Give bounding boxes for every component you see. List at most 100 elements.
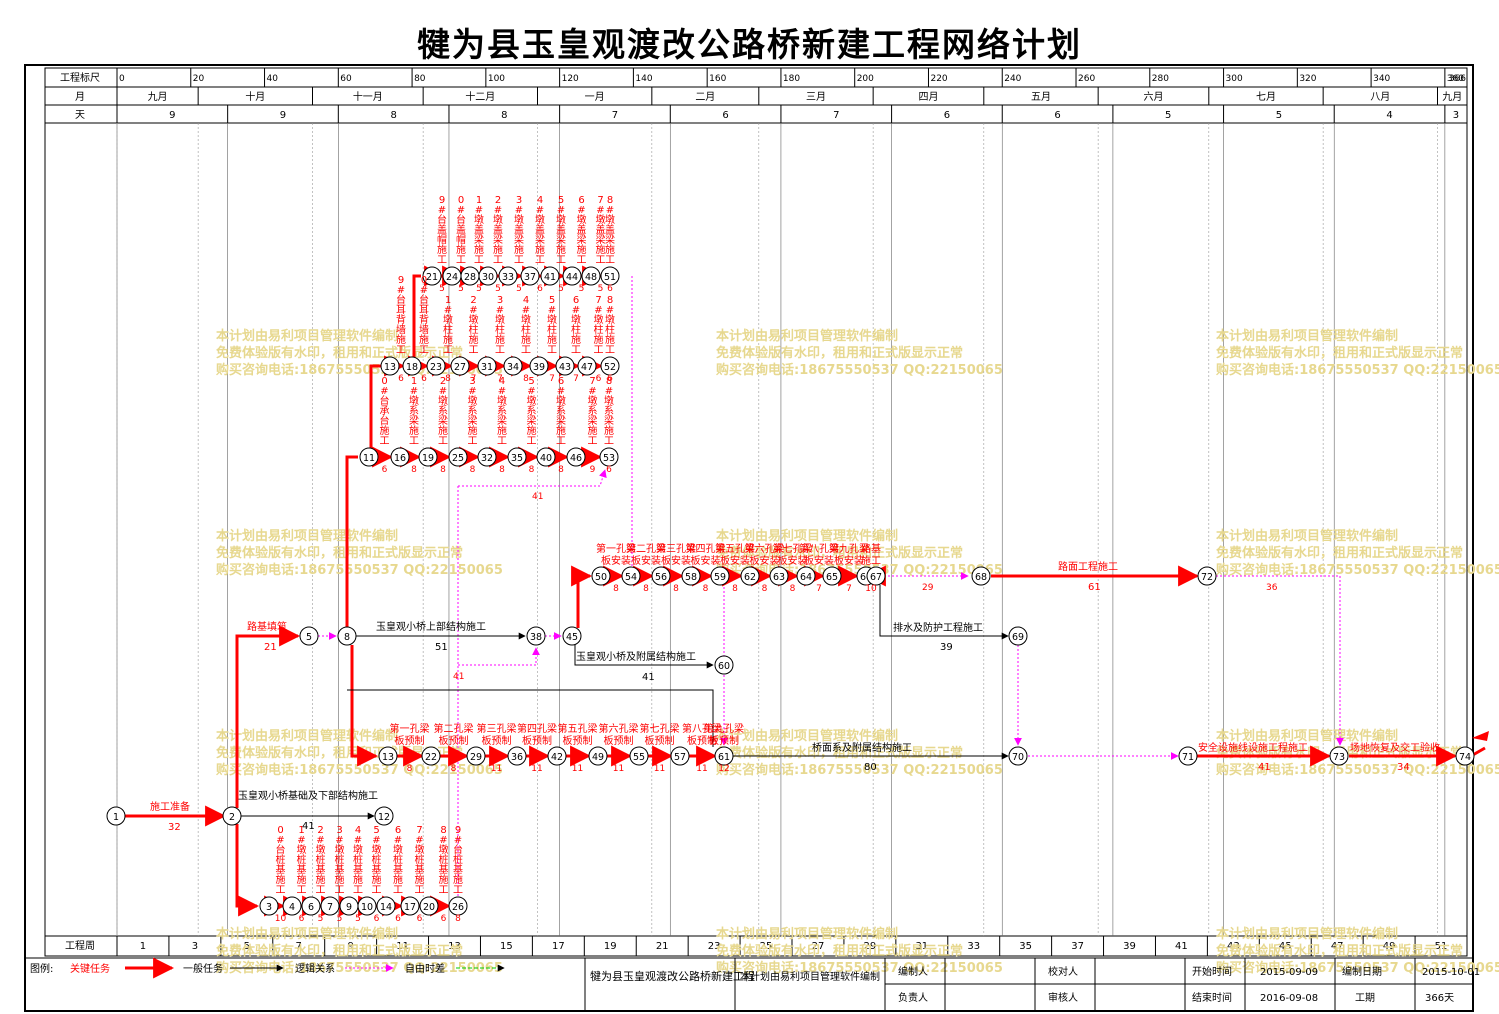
scale-tick-label: 260 xyxy=(1078,74,1095,84)
task-label: 板安装 xyxy=(631,554,661,567)
task-label-char: # xyxy=(527,386,535,397)
watermark-text: 购买咨询电话:18675550537 QQ:22150065 xyxy=(1216,562,1499,578)
footer-start-date: 2015-09-09 xyxy=(1260,967,1318,978)
task-duration: 6 xyxy=(417,914,423,924)
task-label-char: 墩 xyxy=(297,843,307,856)
task-label-char: 施 xyxy=(396,333,406,346)
task-duration: 7 xyxy=(816,584,822,594)
task-label-char: 墩 xyxy=(439,843,449,856)
task-label-char: 梁 xyxy=(409,414,419,427)
event-node xyxy=(581,266,601,286)
watermark-text: 购买咨询电话:18675550537 QQ:22150065 xyxy=(216,762,503,778)
task-duration: 6 xyxy=(441,914,447,924)
task-label-char: 5 xyxy=(558,195,564,206)
task-label-char: 1 xyxy=(411,376,417,387)
task-label-char: 施 xyxy=(605,243,615,256)
task-label-char: 梁 xyxy=(605,233,615,246)
task-duration: 8 xyxy=(529,465,535,475)
task-label-char: 台 xyxy=(419,293,429,306)
task-label-char: 施 xyxy=(493,243,503,256)
task-duration: 8 xyxy=(499,465,505,475)
task-label-char: 工 xyxy=(605,255,615,266)
task-label-char: 墩 xyxy=(571,313,581,326)
day-label: 4 xyxy=(1386,110,1392,121)
critical-arrow xyxy=(235,625,301,808)
scale-row-label: 工程标尺 xyxy=(60,72,100,84)
event-node-number: 60 xyxy=(718,661,730,672)
task-duration: 6 xyxy=(606,465,612,475)
event-node xyxy=(378,746,398,766)
task-label-char: # xyxy=(354,835,362,846)
day-row-label: 天 xyxy=(75,110,85,121)
event-node xyxy=(222,806,242,826)
task-label-char: 墩 xyxy=(514,213,524,226)
task-label-char: # xyxy=(557,205,565,216)
task-duration: 7 xyxy=(573,374,579,384)
task-label: 第五孔梁 xyxy=(558,722,598,735)
scale-tick-label: 280 xyxy=(1152,74,1169,84)
task-duration: 8 xyxy=(523,374,529,384)
event-node xyxy=(507,447,527,467)
task-label-char: 施 xyxy=(393,873,403,886)
watermark-text: 免费体验版有水印，租用和正式版显示正常 xyxy=(716,745,963,761)
task-label-char: 2 xyxy=(440,376,446,387)
task-label-char: 施 xyxy=(335,873,345,886)
scale-tick-label: 360 xyxy=(1447,74,1464,84)
task-label-char: 工 xyxy=(521,345,531,356)
watermark-text: 本计划由易利项目管理软件编制 xyxy=(216,728,398,744)
event-node-number: 67 xyxy=(870,572,882,583)
event-node xyxy=(418,447,438,467)
task-label: 第六孔梁 xyxy=(599,722,639,735)
event-node-number: 38 xyxy=(530,632,542,643)
event-node-number: 11 xyxy=(363,453,375,464)
task-label-char: 墩 xyxy=(556,394,566,407)
task-duration: 51 xyxy=(435,642,448,653)
task-label-char: 墩 xyxy=(596,213,606,226)
logic-link xyxy=(1216,575,1344,746)
task-duration: 39 xyxy=(940,642,953,653)
event-node xyxy=(301,896,321,916)
task-label-char: 盖 xyxy=(556,223,566,236)
event-node xyxy=(710,566,730,586)
task-duration: 5 xyxy=(476,284,482,294)
event-node xyxy=(478,266,498,286)
task-label-char: 6 xyxy=(395,825,401,836)
task-label: 第八孔梁 xyxy=(682,722,722,735)
task-label-char: 盖 xyxy=(596,223,606,236)
watermark-text: 本计划由易利项目管理软件编制 xyxy=(1216,528,1398,544)
task-label-char: 工 xyxy=(438,436,448,447)
task-label-char: 梁 xyxy=(596,233,606,246)
task-label-char: 3 xyxy=(469,376,475,387)
event-node xyxy=(600,356,620,376)
event-node xyxy=(588,746,608,766)
event-node xyxy=(357,896,377,916)
task-label-char: # xyxy=(606,205,614,216)
event-node-number: 21 xyxy=(426,272,438,283)
task-label-char: # xyxy=(468,386,476,397)
month-label: 三月 xyxy=(806,91,826,103)
task-duration: 8 xyxy=(455,914,461,924)
event-node xyxy=(477,356,497,376)
task-label-char: 6 xyxy=(573,295,579,306)
event-node-number: 37 xyxy=(524,272,536,283)
link-label: 41 xyxy=(532,492,543,502)
task-label-char: 台 xyxy=(380,414,390,427)
task-label: 第七孔梁 xyxy=(640,722,680,735)
task-duration: 80 xyxy=(864,762,877,773)
event-node-number: 71 xyxy=(1182,752,1194,763)
event-node-number: 53 xyxy=(603,453,615,464)
task-label-char: 墩 xyxy=(495,313,505,326)
watermark-text: 购买咨询电话:18675550537 QQ:22150065 xyxy=(1216,362,1499,378)
task-label-char: 工 xyxy=(527,436,537,447)
event-node-number: 69 xyxy=(1012,632,1024,643)
event-node xyxy=(259,896,279,916)
task-label: 路基 xyxy=(861,542,881,555)
week-label: 47 xyxy=(1331,941,1344,952)
event-node-number: 47 xyxy=(581,362,593,373)
event-node xyxy=(402,356,422,376)
event-node xyxy=(520,266,540,286)
week-label: 31 xyxy=(915,941,928,952)
task-label-char: 墩 xyxy=(521,313,531,326)
task-label-char: 施 xyxy=(521,333,531,346)
scale-tick-label: 40 xyxy=(267,74,279,84)
